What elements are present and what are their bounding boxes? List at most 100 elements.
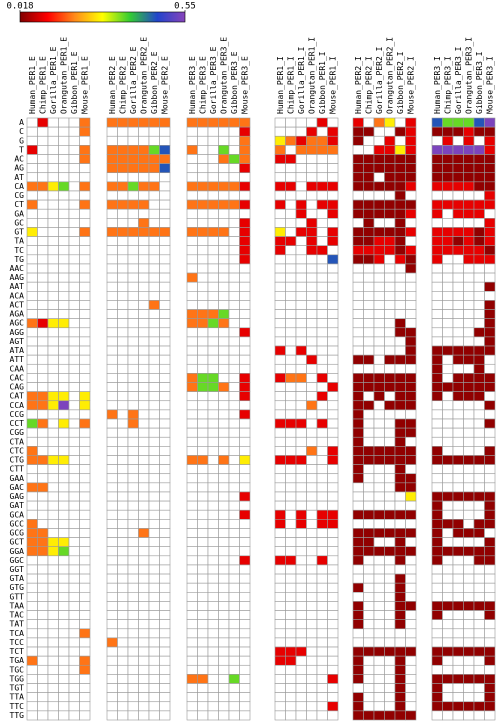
- empty-cell: [47, 628, 59, 639]
- empty-cell: [47, 446, 59, 456]
- empty-cell: [373, 628, 385, 639]
- empty-cell: [363, 272, 375, 283]
- empty-cell: [274, 309, 286, 319]
- heat-cell: [106, 227, 118, 237]
- empty-cell: [239, 528, 251, 538]
- empty-cell: [316, 664, 328, 675]
- empty-cell: [431, 263, 443, 274]
- empty-cell: [127, 272, 139, 283]
- empty-cell: [239, 190, 251, 201]
- empty-cell: [26, 491, 38, 502]
- empty-cell: [327, 555, 339, 566]
- empty-cell: [127, 172, 139, 183]
- empty-cell: [394, 263, 406, 274]
- empty-cell: [207, 464, 219, 475]
- heat-cell: [363, 172, 375, 183]
- empty-cell: [127, 245, 139, 256]
- empty-cell: [285, 628, 297, 639]
- empty-cell: [384, 391, 396, 402]
- empty-cell: [79, 300, 91, 310]
- empty-cell: [58, 227, 70, 237]
- empty-cell: [197, 436, 209, 447]
- heat-cell: [463, 163, 475, 174]
- heat-cell: [452, 181, 464, 192]
- heat-cell: [384, 528, 396, 538]
- empty-cell: [197, 208, 209, 219]
- heat-cell: [79, 664, 91, 675]
- heat-cell: [327, 199, 339, 210]
- empty-cell: [463, 263, 475, 274]
- empty-cell: [186, 464, 198, 475]
- empty-cell: [68, 382, 80, 392]
- empty-cell: [117, 692, 129, 703]
- empty-cell: [159, 592, 171, 602]
- heat-cell: [442, 117, 454, 128]
- empty-cell: [295, 655, 307, 666]
- heat-cell: [207, 227, 219, 237]
- heat-cell: [363, 254, 375, 265]
- empty-cell: [239, 473, 251, 484]
- empty-cell: [452, 327, 464, 338]
- heat-cell: [352, 373, 364, 383]
- empty-cell: [442, 327, 454, 338]
- empty-cell: [228, 135, 240, 146]
- heat-cell: [405, 345, 417, 356]
- empty-cell: [316, 601, 328, 611]
- empty-cell: [159, 345, 171, 356]
- heat-cell: [384, 546, 396, 557]
- empty-cell: [384, 674, 396, 684]
- empty-cell: [295, 482, 307, 493]
- empty-cell: [431, 427, 443, 438]
- heat-cell: [352, 418, 364, 429]
- empty-cell: [463, 327, 475, 338]
- empty-cell: [148, 646, 160, 657]
- empty-cell: [68, 564, 80, 575]
- empty-cell: [463, 436, 475, 447]
- empty-cell: [373, 601, 385, 611]
- empty-cell: [47, 619, 59, 630]
- empty-cell: [148, 245, 160, 256]
- empty-cell: [463, 309, 475, 319]
- empty-cell: [442, 692, 454, 703]
- empty-cell: [452, 464, 464, 475]
- empty-cell: [159, 646, 171, 657]
- heat-cell: [463, 546, 475, 557]
- empty-cell: [306, 610, 318, 620]
- heat-cell: [58, 318, 70, 329]
- row-label: TGC: [10, 665, 25, 674]
- heat-cell: [274, 154, 286, 164]
- empty-cell: [138, 655, 150, 666]
- empty-cell: [218, 482, 230, 493]
- heat-cell: [384, 135, 396, 146]
- heat-cell: [148, 300, 160, 310]
- heat-cell: [197, 181, 209, 192]
- empty-cell: [363, 409, 375, 420]
- empty-cell: [373, 464, 385, 475]
- empty-cell: [106, 245, 118, 256]
- color-bar-label: 0.018: [6, 2, 33, 12]
- empty-cell: [384, 537, 396, 547]
- heat-cell: [405, 126, 417, 137]
- empty-cell: [37, 692, 49, 703]
- row-label: TTA: [10, 693, 25, 702]
- empty-cell: [463, 655, 475, 666]
- empty-cell: [285, 199, 297, 210]
- empty-cell: [26, 409, 38, 420]
- empty-cell: [47, 409, 59, 420]
- empty-cell: [484, 464, 496, 475]
- empty-cell: [127, 509, 139, 520]
- heat-cell: [106, 154, 118, 164]
- empty-cell: [405, 564, 417, 575]
- heat-cell: [239, 135, 251, 146]
- column-label: Gorilla_PER3_I: [454, 46, 463, 114]
- row-label: GT: [14, 228, 24, 237]
- empty-cell: [431, 592, 443, 602]
- heat-cell: [239, 218, 251, 228]
- heat-cell: [394, 692, 406, 703]
- empty-cell: [274, 582, 286, 593]
- heat-cell: [484, 126, 496, 137]
- empty-cell: [47, 509, 59, 520]
- empty-cell: [239, 464, 251, 475]
- empty-cell: [316, 464, 328, 475]
